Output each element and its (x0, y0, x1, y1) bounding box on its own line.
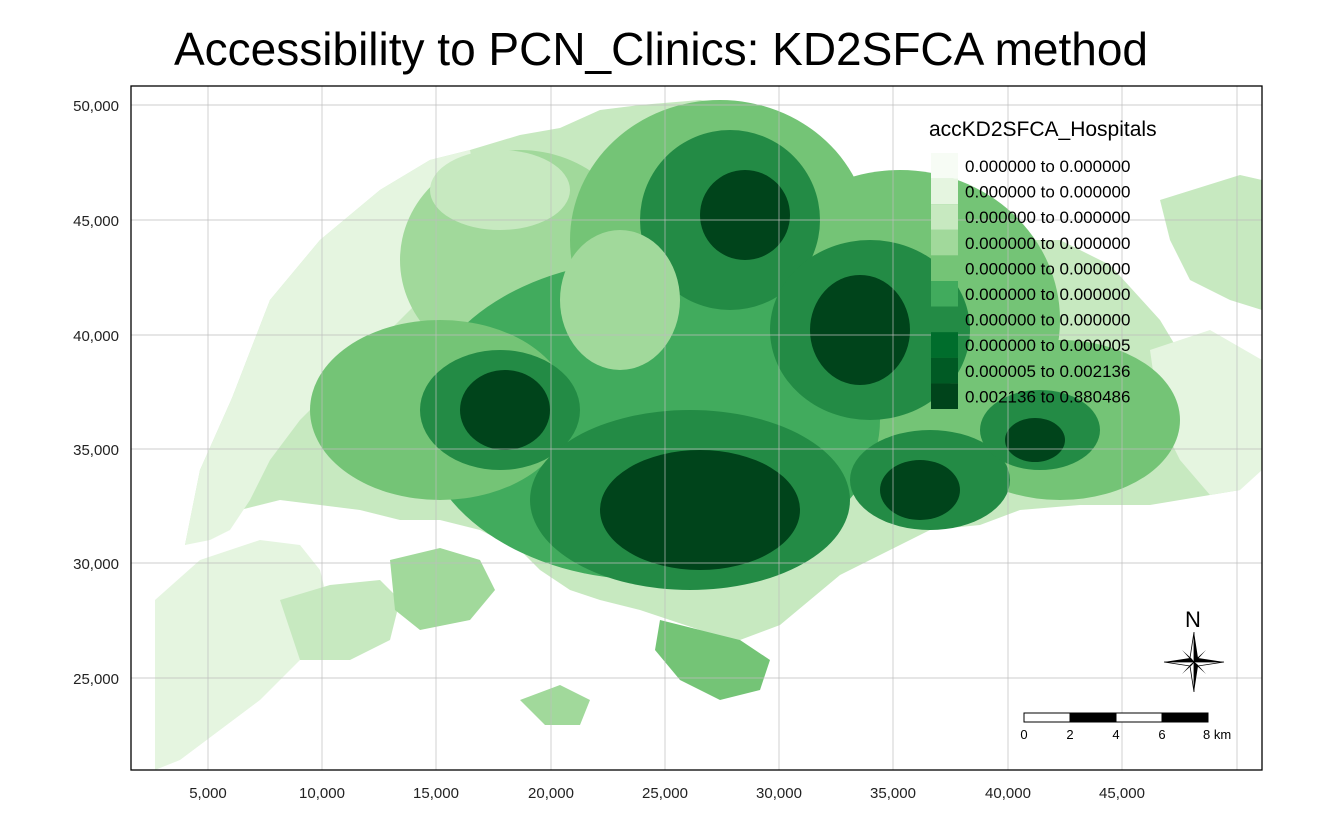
legend-swatch (931, 281, 958, 307)
legend-label: 0.000000 to 0.000005 (965, 336, 1130, 355)
access-zone (880, 460, 960, 520)
scale-bar: 0 2 4 6 8 km (1020, 712, 1231, 742)
scale-label: 4 (1112, 727, 1119, 742)
legend-label: 0.000000 to 0.000000 (965, 311, 1130, 330)
access-zone (430, 150, 570, 230)
legend-swatch (931, 332, 958, 358)
compass-rose-icon (1163, 631, 1225, 693)
legend-swatch (931, 153, 958, 179)
legend-title: accKD2SFCA_Hospitals (929, 118, 1157, 141)
y-tick-label: 30,000 (73, 556, 119, 573)
island-west (280, 580, 400, 660)
scale-label: 6 (1158, 727, 1165, 742)
southern-island (520, 685, 590, 725)
scale-label: 8 km (1203, 727, 1231, 742)
x-tick-label: 35,000 (870, 785, 916, 802)
x-tick-label: 25,000 (642, 785, 688, 802)
legend-label: 0.000000 to 0.000000 (965, 208, 1130, 227)
map-title: Accessibility to PCN_Clinics: KD2SFCA me… (174, 23, 1148, 75)
legend-label: 0.000000 to 0.000000 (965, 157, 1130, 176)
legend-swatch (931, 383, 958, 409)
sentosa-island (655, 620, 770, 700)
x-tick-label: 30,000 (756, 785, 802, 802)
graticule (131, 86, 1262, 770)
access-zone (460, 370, 550, 450)
legend-label: 0.000005 to 0.002136 (965, 362, 1130, 381)
legend-swatch (931, 178, 958, 205)
jurong-island (155, 540, 330, 770)
y-axis: 50,000 45,000 40,000 35,000 30,000 25,00… (73, 98, 119, 688)
choropleth-layer (155, 100, 1262, 770)
legend: accKD2SFCA_Hospitals 0.000000 to 0.00000… (929, 118, 1157, 409)
x-tick-label: 20,000 (528, 785, 574, 802)
y-tick-label: 35,000 (73, 442, 119, 459)
pulau-ubin (1160, 175, 1262, 310)
y-tick-label: 50,000 (73, 98, 119, 115)
access-zone (560, 230, 680, 370)
y-tick-label: 25,000 (73, 671, 119, 688)
y-tick-label: 45,000 (73, 213, 119, 230)
scale-label: 2 (1066, 727, 1073, 742)
legend-swatch (931, 357, 958, 384)
x-tick-label: 5,000 (189, 785, 227, 802)
access-zone (700, 170, 790, 260)
legend-swatch (931, 229, 958, 256)
map-frame (130, 85, 1263, 771)
legend-label: 0.000000 to 0.000000 (965, 234, 1130, 253)
x-axis: 5,000 10,000 15,000 20,000 25,000 30,000… (189, 785, 1145, 802)
legend-label: 0.000000 to 0.000000 (965, 285, 1130, 304)
scale-label: 0 (1020, 727, 1027, 742)
x-tick-label: 10,000 (299, 785, 345, 802)
legend-label: 0.002136 to 0.880486 (965, 387, 1130, 406)
x-tick-label: 40,000 (985, 785, 1031, 802)
changi-region (1150, 330, 1262, 495)
y-tick-label: 40,000 (73, 328, 119, 345)
legend-swatch (931, 204, 958, 230)
access-zone (600, 450, 800, 570)
legend-swatch (931, 306, 958, 333)
access-zone (810, 275, 910, 385)
legend-label: 0.000000 to 0.000000 (965, 183, 1130, 202)
legend-label: 0.000000 to 0.000000 (965, 259, 1130, 278)
north-label: N (1185, 607, 1201, 632)
north-arrow: N (1163, 607, 1225, 693)
x-tick-label: 45,000 (1099, 785, 1145, 802)
access-zone (1005, 418, 1065, 462)
legend-swatch (931, 255, 958, 281)
island-southwest (390, 548, 495, 630)
x-tick-label: 15,000 (413, 785, 459, 802)
